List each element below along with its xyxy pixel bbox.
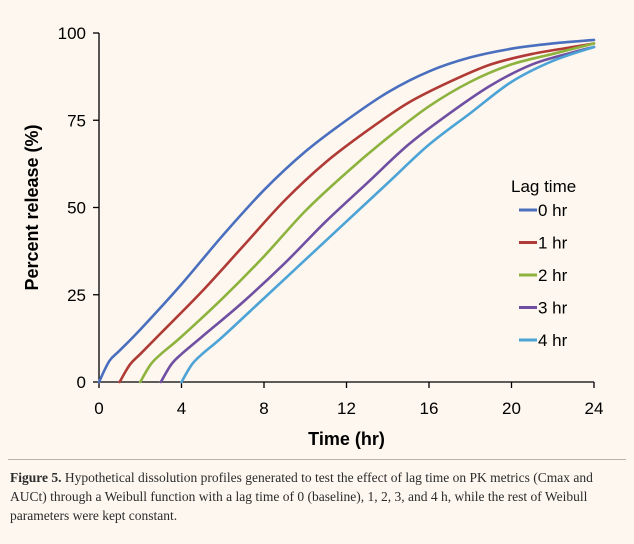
x-tick-label: 8	[259, 399, 268, 418]
series-line-4	[180, 45, 596, 384]
series-line-1	[118, 42, 596, 384]
caption-text: Hypothetical dissolution profiles genera…	[10, 470, 593, 523]
chart-background	[0, 0, 634, 456]
legend-label-0: 0 hr	[538, 201, 568, 220]
series-line-0	[97, 38, 596, 384]
x-tick-label: 12	[337, 399, 356, 418]
legend-label-3: 3 hr	[538, 299, 568, 318]
figure-caption: Figure 5. Hypothetical dissolution profi…	[10, 468, 620, 525]
series-layer	[97, 38, 596, 384]
series-line-3	[159, 45, 596, 384]
legend-label-4: 4 hr	[538, 331, 568, 350]
series-line-2	[138, 42, 596, 384]
y-tick-label: 75	[67, 111, 86, 130]
x-tick-label: 16	[420, 399, 439, 418]
x-tick-label: 24	[585, 399, 604, 418]
x-tick-label: 20	[502, 399, 521, 418]
y-tick-label: 25	[67, 286, 86, 305]
caption-divider	[8, 459, 626, 460]
legend-label-1: 1 hr	[538, 234, 568, 253]
y-tick-label: 0	[77, 373, 86, 392]
caption-label: Figure 5.	[10, 470, 62, 485]
x-axis-title: Time (hr)	[308, 429, 385, 449]
y-axis-title: Percent release (%)	[22, 124, 42, 290]
y-tick-label: 50	[67, 199, 86, 218]
legend-title: Lag time	[511, 177, 576, 196]
dissolution-chart: 0 25 50 75 100 0 4 8 12 16 20 24 Time (hr) Percent re…	[0, 0, 634, 456]
axes: 0 25 50 75 100 0 4 8 12 16 20 24 Time (hr) Percent re…	[22, 24, 603, 449]
x-tick-label: 0	[94, 399, 103, 418]
y-tick-label: 100	[58, 24, 86, 43]
x-tick-label: 4	[177, 399, 186, 418]
legend: Lag time 0 hr 1 hr 2 hr 3 hr 4 hr	[511, 177, 576, 350]
legend-label-2: 2 hr	[538, 266, 568, 285]
